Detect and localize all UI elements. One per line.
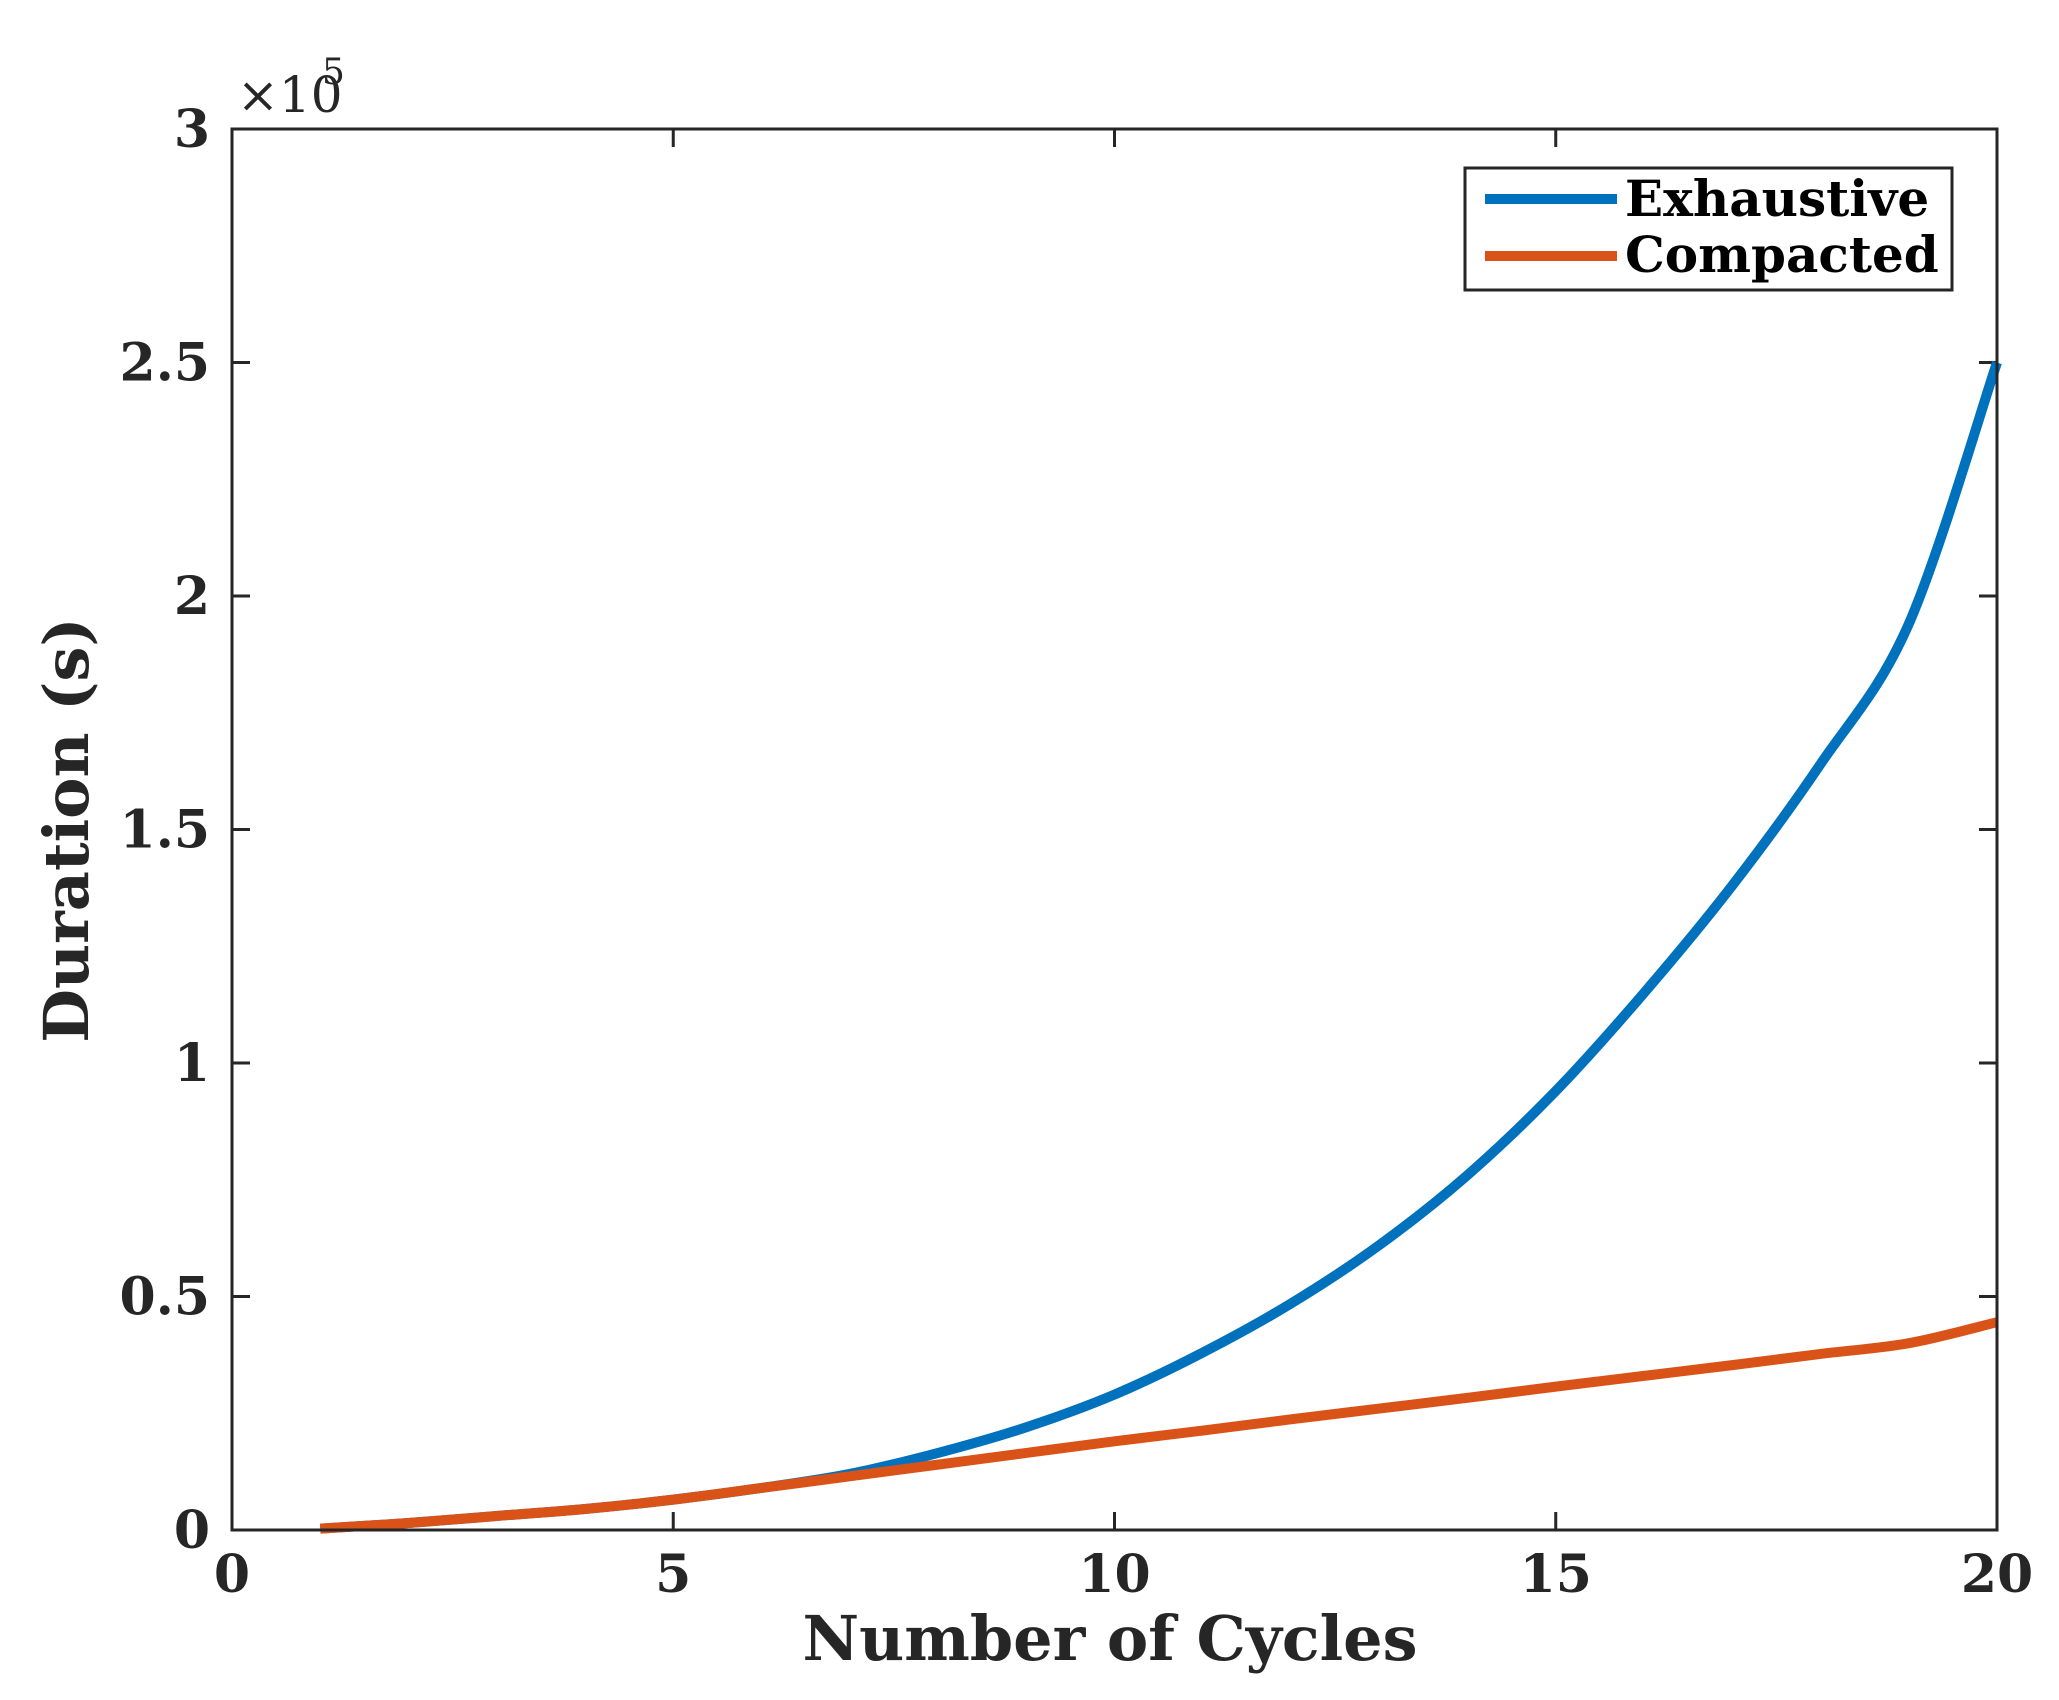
y-tick-label: 2 (174, 566, 210, 627)
y-tick-label: 0 (174, 1500, 210, 1561)
x-tick-label: 10 (1078, 1544, 1150, 1605)
data-series (319, 360, 2002, 1534)
plot-area-border (230, 127, 1999, 1532)
series-line-compacted (319, 1317, 1999, 1534)
multiplier-exponent: 5 (322, 52, 345, 93)
legend-box (1463, 166, 1954, 292)
y-axis-multiplier: ×10 5 (237, 52, 345, 124)
x-axis-label: Number of Cycles (802, 1602, 1417, 1675)
legend: Exhaustive Compacted (1463, 166, 1954, 292)
y-tick-label: 2.5 (120, 333, 210, 394)
y-axis-ticks: 0 0.5 1 1.5 2 2.5 3 (120, 99, 1997, 1561)
legend-label-compacted: Compacted (1625, 225, 1939, 284)
y-tick-label: 0.5 (120, 1267, 210, 1328)
x-tick-label: 5 (655, 1544, 691, 1605)
y-tick-label: 1 (174, 1033, 210, 1094)
y-tick-label: 3 (174, 99, 210, 160)
x-tick-label: 15 (1520, 1544, 1592, 1605)
y-tick-label: 1.5 (120, 800, 210, 861)
multiplier-base: ×10 (237, 66, 343, 124)
y-axis-label: Duration (s) (30, 617, 103, 1042)
x-tick-label: 20 (1961, 1544, 2033, 1605)
legend-label-exhaustive: Exhaustive (1625, 169, 1929, 228)
series-line-exhaustive (319, 360, 2002, 1534)
x-axis-ticks: 0 5 10 15 20 (214, 129, 2033, 1605)
x-tick-label: 0 (214, 1544, 250, 1605)
